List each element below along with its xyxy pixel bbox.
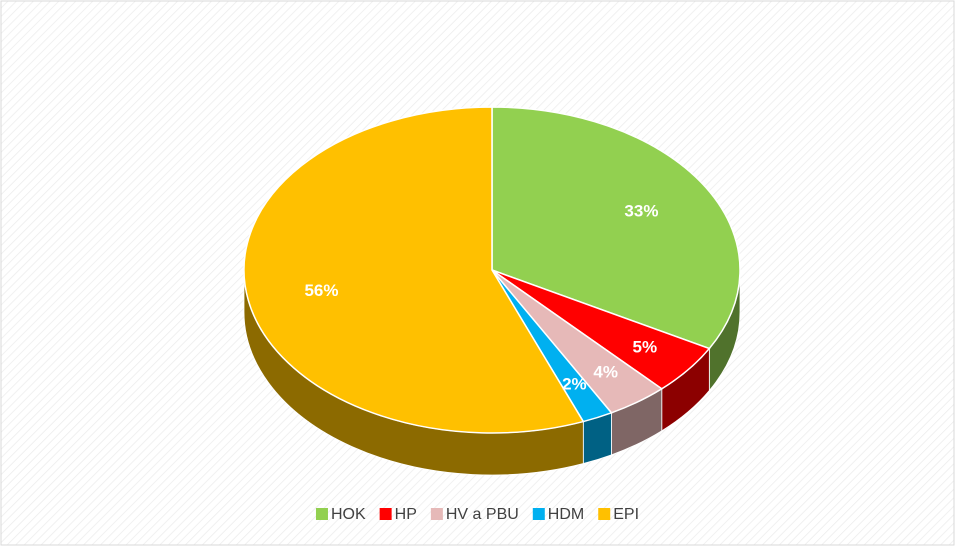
data-label: 2% [562,375,587,394]
slice [243,106,585,434]
legend-swatch [379,508,392,520]
legend-swatch [430,508,443,520]
legend-swatch [315,508,328,520]
legend-swatch [598,508,611,520]
legend-label: HOK [331,506,366,523]
legend-swatch [532,508,545,520]
legend-label: EPI [613,506,639,523]
data-label: 4% [593,362,618,381]
data-label: 33% [624,201,658,220]
legend-label: HDM [548,506,584,523]
slice [491,106,741,350]
legend: HOK HP HV a PBU HDM EPI [315,506,639,523]
legend-label: HP [395,506,417,523]
legend-label: HV a PBU [446,506,519,523]
data-label: 56% [304,281,338,300]
data-label: 5% [633,337,658,356]
